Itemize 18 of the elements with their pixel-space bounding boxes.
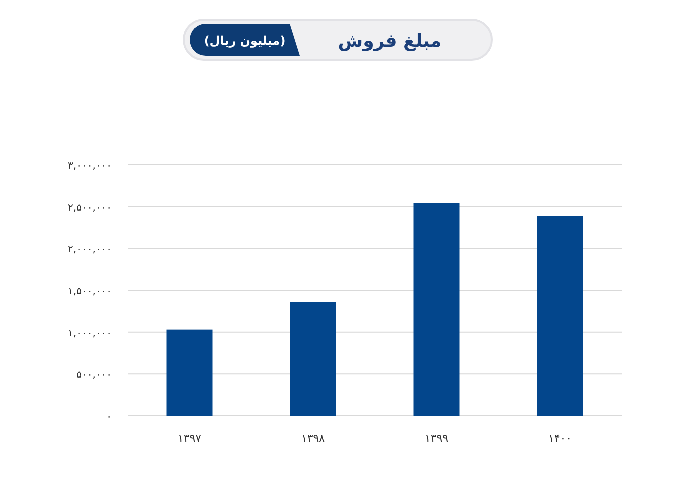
y-tick-label: ۱,۰۰۰,۰۰۰ — [68, 328, 112, 340]
y-tick-label: ۳,۰۰۰,۰۰۰ — [68, 161, 112, 172]
chart-title: مبلغ فروش — [338, 31, 442, 52]
bar — [537, 216, 584, 416]
x-tick-label: ۱۴۰۰ — [548, 432, 572, 445]
y-tick-label: ۰ — [106, 412, 112, 423]
bar — [166, 330, 213, 416]
y-tick-label: ۵۰۰,۰۰۰ — [76, 370, 112, 382]
chart-subtitle: (میلیون ریال) — [204, 34, 286, 48]
bar — [290, 302, 336, 416]
bar — [414, 203, 460, 416]
y-tick-label: ۲,۰۰۰,۰۰۰ — [68, 244, 112, 256]
x-tick-label: ۱۳۹۸ — [301, 432, 326, 445]
x-tick-label: ۱۳۹۹ — [424, 432, 449, 445]
y-tick-label: ۲,۵۰۰,۰۰۰ — [68, 202, 112, 214]
header: (میلیون ریال) مبلغ فروش — [183, 19, 493, 61]
y-tick-label: ۱,۵۰۰,۰۰۰ — [68, 286, 112, 298]
x-tick-label: ۱۳۹۷ — [178, 432, 202, 445]
